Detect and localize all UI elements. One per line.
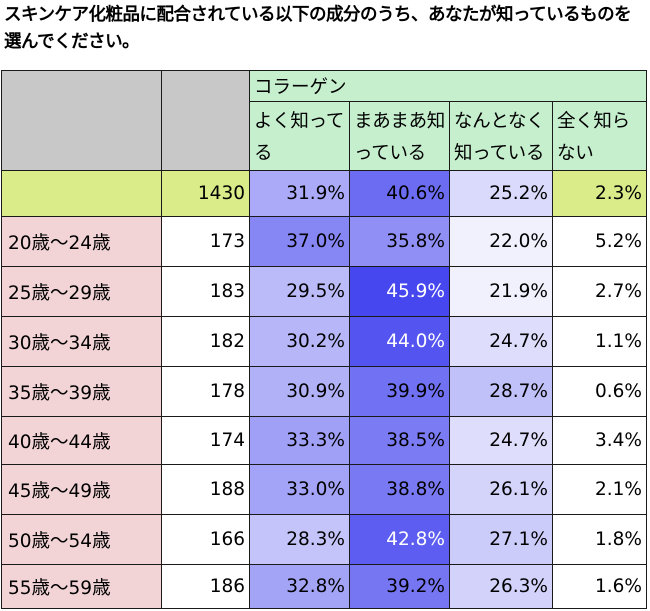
percentage-cell: 38.5% <box>349 416 450 465</box>
percentage-cell: 39.9% <box>349 366 450 417</box>
sample-size-cell: 166 <box>161 514 250 565</box>
table-row: 30歳～34歳 182 30.2% 44.0% 24.7% 1.1% <box>1 316 647 367</box>
percentage-cell: 30.9% <box>249 366 350 417</box>
percentage-cell: 26.1% <box>449 464 553 515</box>
age-group-label: 30歳～34歳 <box>1 316 162 367</box>
table-row: 20歳～24歳 173 37.0% 35.8% 22.0% 5.2% <box>1 216 647 267</box>
percentage-cell: 33.0% <box>249 464 350 515</box>
age-group-label: 50歳～54歳 <box>1 514 162 565</box>
age-group-label: 45歳～49歳 <box>1 464 162 515</box>
percentage-cell: 24.7% <box>449 316 553 367</box>
sample-size-cell: 174 <box>161 416 250 465</box>
column-header: まあまあ知っている <box>349 101 450 171</box>
percentage-cell: 2.1% <box>552 464 647 515</box>
table-row: 40歳～44歳 174 33.3% 38.5% 24.7% 3.4% <box>1 416 647 465</box>
percentage-cell: 27.1% <box>449 514 553 565</box>
percentage-cell: 1.8% <box>552 514 647 565</box>
table-row: 35歳～39歳 178 30.9% 39.9% 28.7% 0.6% <box>1 366 647 417</box>
percentage-cell: 38.8% <box>349 464 450 515</box>
percentage-cell: 28.7% <box>449 366 553 417</box>
percentage-cell: 37.0% <box>249 216 350 267</box>
table-row: 45歳～49歳 188 33.0% 38.8% 26.1% 2.1% <box>1 464 647 515</box>
percentage-cell: 42.8% <box>349 514 450 565</box>
age-group-label: 25歳～29歳 <box>1 266 162 317</box>
percentage-cell: 24.7% <box>449 416 553 465</box>
percentage-cell: 1.6% <box>552 564 647 609</box>
percentage-cell: 35.8% <box>349 216 450 267</box>
percentage-cell: 33.3% <box>249 416 350 465</box>
sample-size-cell: 178 <box>161 366 250 417</box>
percentage-cell: 22.0% <box>449 216 553 267</box>
ingredient-header: コラーゲン <box>249 70 647 102</box>
percentage-cell: 45.9% <box>349 266 450 317</box>
percentage-cell: 28.3% <box>249 514 350 565</box>
percentage-cell: 39.2% <box>349 564 450 609</box>
percentage-cell: 2.7% <box>552 266 647 317</box>
total-value-cell: 40.6% <box>349 170 450 217</box>
data-table: コラーゲン よく知ってる まあまあ知っている なんとなく知っている 全く知らない… <box>1 70 647 609</box>
percentage-cell: 32.8% <box>249 564 350 609</box>
column-header: よく知ってる <box>249 101 350 171</box>
sample-size-cell: 183 <box>161 266 250 317</box>
table-row: 50歳～54歳 166 28.3% 42.8% 27.1% 1.8% <box>1 514 647 565</box>
table-row: 55歳～59歳 186 32.8% 39.2% 26.3% 1.6% <box>1 564 647 609</box>
header-blank-label <box>1 70 162 171</box>
age-group-label: 20歳～24歳 <box>1 216 162 267</box>
total-value-cell: 25.2% <box>449 170 553 217</box>
percentage-cell: 30.2% <box>249 316 350 367</box>
age-group-label: 40歳～44歳 <box>1 416 162 465</box>
total-label-cell <box>1 170 162 217</box>
percentage-cell: 1.1% <box>552 316 647 367</box>
total-n-cell: 1430 <box>161 170 250 217</box>
percentage-cell: 29.5% <box>249 266 350 317</box>
total-value-cell: 2.3% <box>552 170 647 217</box>
sample-size-cell: 186 <box>161 564 250 609</box>
column-header: 全く知らない <box>552 101 647 171</box>
percentage-cell: 21.9% <box>449 266 553 317</box>
total-value-cell: 31.9% <box>249 170 350 217</box>
percentage-cell: 5.2% <box>552 216 647 267</box>
page-title: スキンケア化粧品に配合されている以下の成分のうち、あなたが知っているものを選んで… <box>4 5 632 52</box>
table-row: 25歳～29歳 183 29.5% 45.9% 21.9% 2.7% <box>1 266 647 317</box>
total-row: 1430 31.9% 40.6% 25.2% 2.3% <box>1 170 647 217</box>
column-header: なんとなく知っている <box>449 101 553 171</box>
sample-size-cell: 188 <box>161 464 250 515</box>
percentage-cell: 0.6% <box>552 366 647 417</box>
percentage-cell: 44.0% <box>349 316 450 367</box>
header-blank-n <box>161 70 250 171</box>
sample-size-cell: 182 <box>161 316 250 367</box>
age-group-label: 35歳～39歳 <box>1 366 162 417</box>
percentage-cell: 3.4% <box>552 416 647 465</box>
percentage-cell: 26.3% <box>449 564 553 609</box>
sample-size-cell: 173 <box>161 216 250 267</box>
age-group-label: 55歳～59歳 <box>1 564 162 609</box>
